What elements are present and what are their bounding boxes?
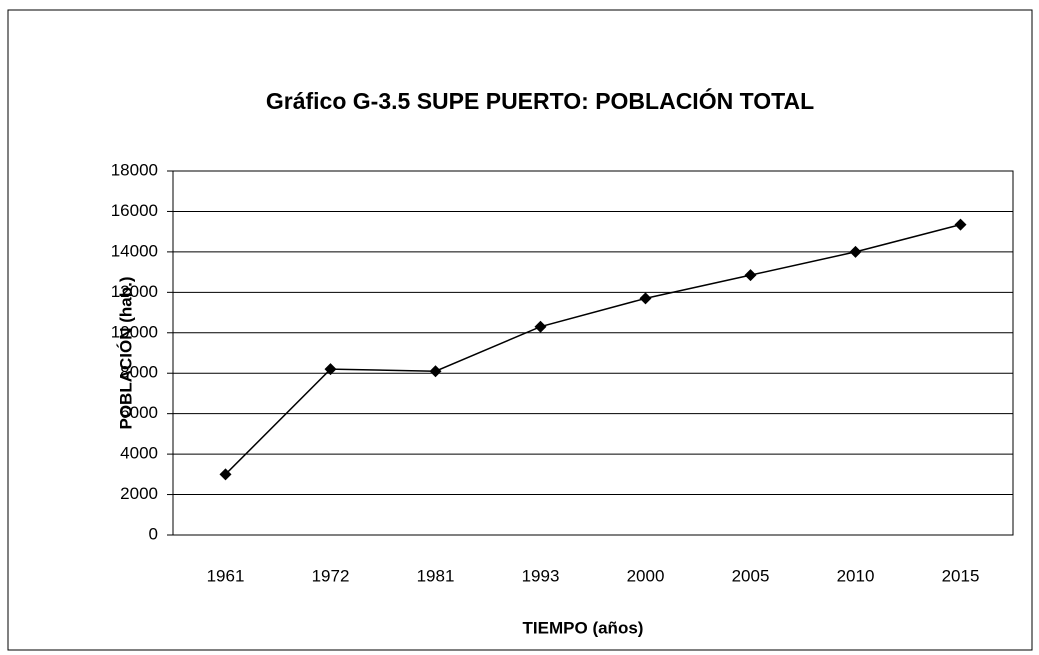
y-tick-label: 6000 [120,403,158,422]
x-axis-label: TIEMPO (años) [523,618,644,637]
data-point [324,363,337,376]
y-tick-label: 2000 [120,484,158,503]
y-tick-label: 4000 [120,444,158,463]
y-tick-label: 8000 [120,363,158,382]
x-tick-label: 1961 [207,566,245,585]
data-point [429,365,442,378]
data-point [534,320,547,333]
chart-title: Gráfico G-3.5 SUPE PUERTO: POBLACIÓN TOT… [266,87,814,114]
x-tick-label: 1972 [312,566,350,585]
data-point [849,245,862,258]
y-tick-label: 10000 [111,322,158,341]
y-axis-label: POBLACIÓN (hab.) [116,277,135,430]
data-point [954,218,967,231]
x-tick-label: 2005 [732,566,770,585]
y-tick-label: 12000 [111,282,158,301]
x-tick-label: 1981 [417,566,455,585]
y-tick-label: 0 [149,524,158,543]
x-tick-label: 2000 [627,566,665,585]
x-tick-label: 2015 [942,566,980,585]
x-tick-label: 1993 [522,566,560,585]
data-point [639,292,652,305]
y-tick-label: 16000 [111,201,158,220]
chart-border [7,9,1033,651]
data-point [219,468,232,481]
x-tick-label: 2010 [837,566,875,585]
data-point [744,269,757,282]
series-line [224,223,961,475]
y-tick-label: 14000 [111,241,158,260]
y-tick-label: 18000 [111,160,158,179]
